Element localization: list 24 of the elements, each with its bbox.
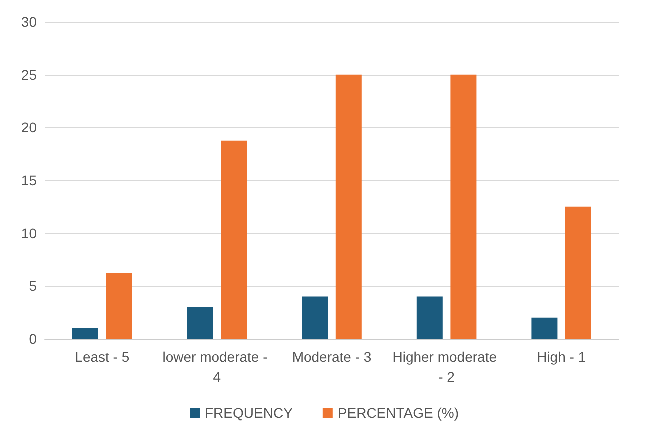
bar: [106, 272, 132, 339]
x-tick-label: lower moderate - 4: [162, 349, 272, 385]
bar: [416, 296, 443, 339]
x-tick-label: High - 1: [537, 349, 586, 365]
y-tick-label: 20: [21, 120, 38, 136]
bar: [302, 296, 328, 339]
y-tick-label: 10: [21, 225, 38, 242]
bar: [532, 318, 558, 339]
y-tick-label: 15: [21, 172, 38, 188]
legend-label: PERCENTAGE (%): [338, 405, 459, 421]
y-tick-label: 5: [29, 278, 38, 294]
bar: [221, 140, 248, 339]
x-tick-label: Higher moderate - 2: [392, 349, 501, 385]
x-tick-label: Least - 5: [75, 349, 130, 365]
bar: [566, 206, 592, 339]
x-tick-label: Moderate - 3: [292, 349, 372, 365]
y-tick-label: 0: [29, 331, 38, 347]
y-tick-label: 25: [21, 66, 38, 83]
bar: [187, 307, 214, 339]
bar: [72, 328, 98, 339]
legend-label: FREQUENCY: [205, 405, 294, 421]
y-tick-label: 30: [21, 14, 38, 30]
bar: [450, 74, 477, 339]
bar: [336, 74, 362, 339]
